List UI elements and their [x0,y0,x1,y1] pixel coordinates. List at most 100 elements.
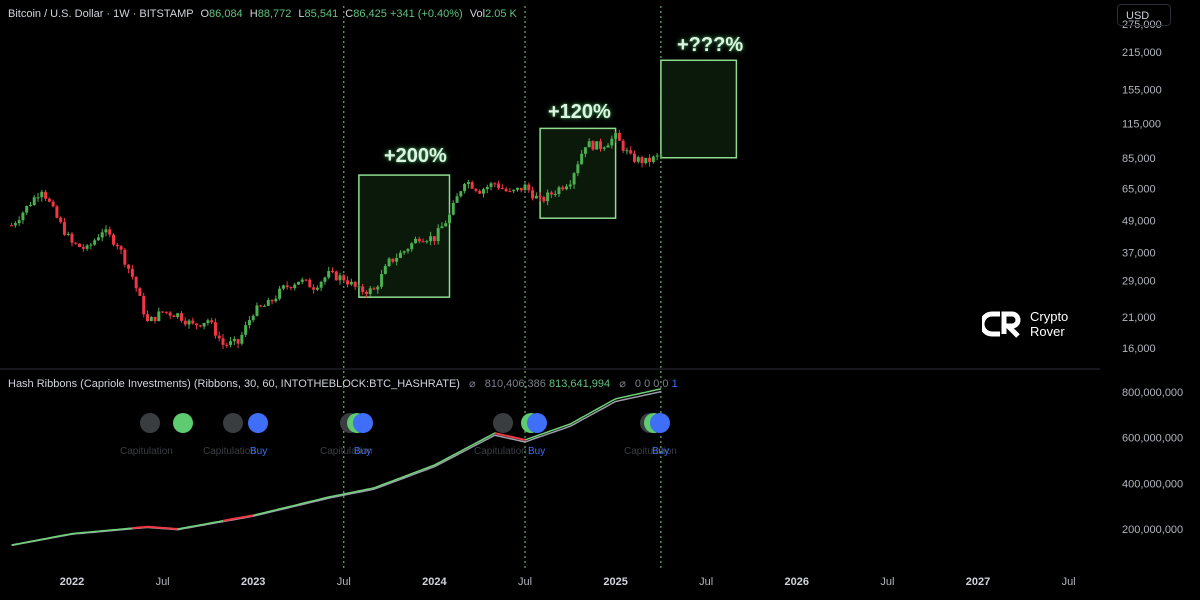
candle-body [81,246,85,249]
candle-body [614,132,618,139]
candle-body [123,249,127,265]
candle-body [119,246,123,250]
candle-body [164,311,168,313]
candle-body [278,288,282,299]
candle-body [206,320,210,323]
gain-label-3: +???% [677,34,744,56]
candle-body [115,244,119,247]
candle-body [285,285,289,288]
signal-dot-capitulation [493,413,513,433]
candle-body [213,322,217,336]
candle-body [274,298,278,302]
candle-body [36,197,40,199]
signal-2-label: Capitulation [203,446,256,457]
candle-body [225,344,229,346]
time-tick-label: 2022 [60,576,84,588]
candle-body [602,147,606,149]
candle-body [402,251,406,253]
candle-body [187,320,191,325]
candle-body [448,214,451,224]
candle-body [149,316,153,322]
candle-body [561,187,565,190]
candle-body [459,191,463,197]
candle-body [421,241,425,243]
symbol-name[interactable]: Bitcoin / U.S. Dollar · 1W · BITSTAMP [8,8,194,20]
candle-body [308,279,312,288]
candle-body [432,236,436,242]
candle-body [146,314,149,322]
capitulation-segment [132,525,178,530]
volume-label: Vol [469,8,486,20]
volume-value: 2.05 K [485,8,517,20]
hashrate-tick-label: 800,000,000 [1122,387,1183,399]
signal-5-buy: Buy [652,446,670,457]
candle-body [210,320,214,323]
logo-text: Crypto Rover [1030,309,1068,339]
signal-dot [173,413,193,433]
candle-body [134,276,138,289]
candle-body [651,156,655,163]
candle-body [648,157,652,163]
candle-body [568,184,572,187]
currency-button[interactable]: USD [1117,4,1171,26]
candle-body [289,287,293,289]
candle-body [549,192,553,195]
open-label: O [200,8,210,20]
candle-body [21,212,25,221]
candle-body [89,244,93,246]
candle-body [538,195,542,198]
candle-body [62,222,66,235]
signal-4-buy: Buy [528,446,546,457]
indicator-last: 1 [671,378,678,390]
candle-body [357,286,361,288]
candle-body [640,157,644,164]
candle-body [451,202,455,215]
time-tick-label: Jul [699,576,713,588]
price-tick-label: 21,000 [1122,312,1156,324]
candle-body [297,281,300,285]
hashrate-tick-label: 400,000,000 [1122,478,1183,490]
hash-ribbon-slow-ma [11,390,662,547]
candle-body [85,245,89,249]
candle-body [130,268,134,277]
hashrate-tick-label: 600,000,000 [1122,433,1183,445]
indicator-value-1: 810,406,386 [484,378,546,390]
candle-body [361,286,365,293]
capitulation-segment [494,432,526,441]
hide-icon[interactable]: ⌀ [469,378,476,390]
candle-body [636,157,640,162]
candle-body [263,305,267,307]
crypto-rover-logo: Crypto Rover [982,309,1068,339]
candle-body [138,288,142,296]
candle-body [474,188,478,191]
indicator-zeros: 0 0 0 0 [634,378,669,390]
candle-body [576,164,580,174]
indicator-label[interactable]: Hash Ribbons (Capriole Investments) (Rib… [8,378,460,390]
time-tick-label: 2026 [785,576,809,588]
candle-body [74,242,78,244]
candle-body [440,226,444,229]
candle-body [221,338,225,345]
hide-icon-2[interactable]: ⌀ [619,378,626,390]
candle-body [281,285,285,289]
candle-body [444,223,448,227]
price-tick-label: 65,000 [1122,183,1156,195]
candle-body [606,145,610,148]
signal-4-label: Capitulation [474,446,527,457]
candle-body [176,313,180,318]
candle-body [312,287,316,290]
target-zone-box [660,59,738,159]
candle-body [168,312,172,316]
candle-body [629,150,633,154]
candle-body [489,183,493,187]
candle-body [55,206,59,218]
signal-dot [353,413,373,433]
logo-line-1: Crypto [1030,309,1069,324]
time-tick-label: Jul [156,576,170,588]
candle-body [580,153,584,165]
candle-body [300,279,304,282]
candle-body [195,323,199,326]
candle-body [515,187,519,190]
candle-body [534,195,538,199]
